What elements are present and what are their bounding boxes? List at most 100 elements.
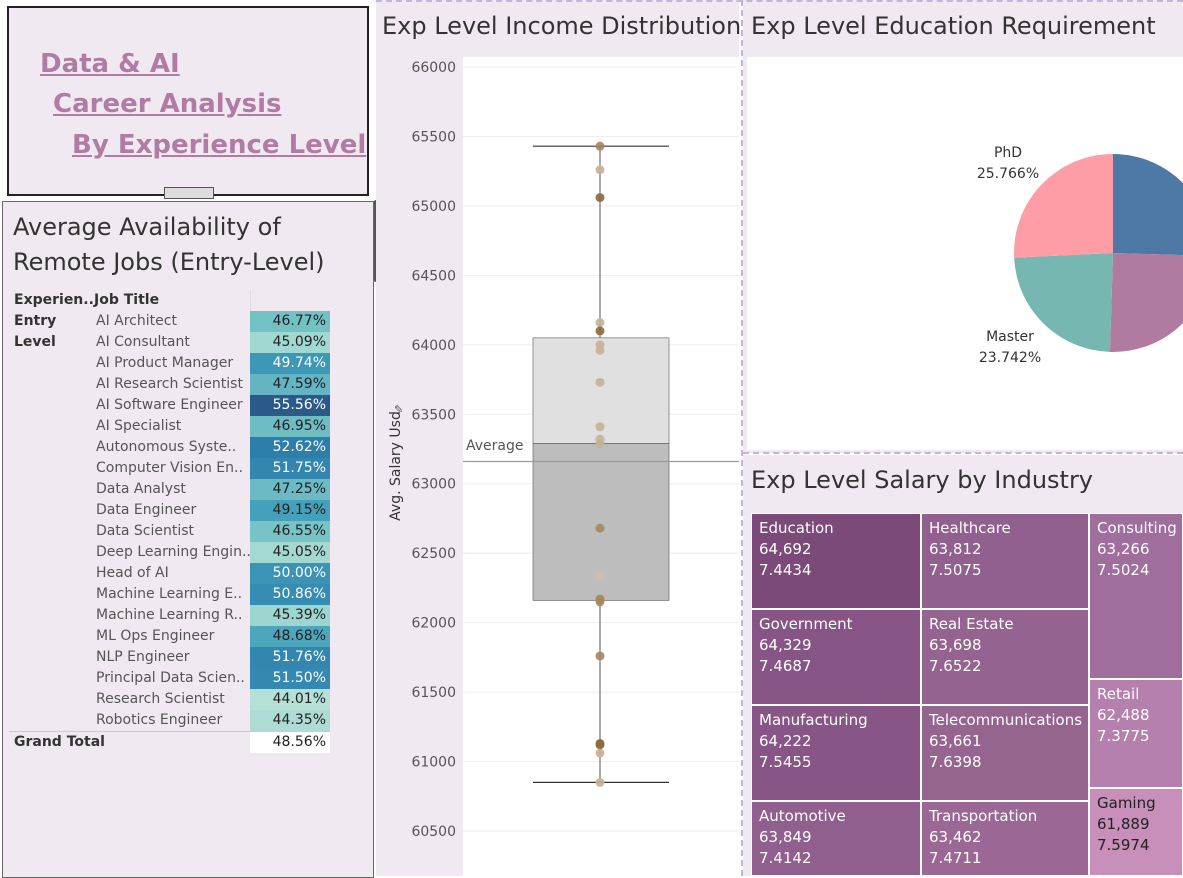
treemap-cell[interactable]: Consulting 63,266 7.5024 <box>1089 513 1183 679</box>
treemap-cell[interactable]: Real Estate 63,698 7.6522 <box>921 609 1089 705</box>
boxplot-chart: 60500 61000 61500 62000 62500 63000 63500 64000… <box>388 60 739 840</box>
pie-slice[interactable] <box>1014 154 1113 258</box>
y-tick-label: 61000 <box>411 755 456 771</box>
y-tick-label: 65500 <box>411 129 456 145</box>
table-row[interactable]: AI Research Scientist 47.59% <box>9 374 330 395</box>
treemap-salary: 61,889 <box>1097 815 1150 833</box>
table-row[interactable]: AI Software Engineer 55.56% <box>9 395 330 416</box>
resize-grip[interactable] <box>164 187 214 199</box>
job-title-cell: Principal Data Scien.. <box>96 670 245 686</box>
treemap-metric: 7.5024 <box>1097 561 1150 579</box>
table-row[interactable]: ML Ops Engineer 48.68% <box>9 626 330 647</box>
table-row[interactable]: Autonomous Syste.. 52.62% <box>9 437 330 458</box>
salary-point[interactable] <box>595 422 605 432</box>
pie-slice[interactable] <box>1109 253 1183 352</box>
pie-percent-phd: 25.766% <box>977 166 1039 182</box>
title-line-3[interactable]: By Experience Level <box>72 130 367 160</box>
header-experience[interactable]: Experien.. <box>14 292 94 308</box>
treemap-cell[interactable]: Transportation 63,462 7.4711 <box>921 801 1089 876</box>
y-tick-label: 63500 <box>411 407 456 423</box>
treemap-cell[interactable]: Healthcare 63,812 7.5075 <box>921 513 1089 609</box>
remote-percent-cell: 55.56% <box>250 395 330 416</box>
treemap-salary: 63,661 <box>929 732 982 750</box>
salary-point[interactable] <box>595 326 605 336</box>
grand-total-row[interactable]: 48.56% <box>9 732 330 753</box>
job-title-cell: AI Architect <box>96 313 177 329</box>
treemap-metric: 7.4687 <box>759 657 812 675</box>
table-row[interactable]: Machine Learning R.. 45.39% <box>9 605 330 626</box>
y-tick-label: 66000 <box>411 60 456 76</box>
treemap-metric: 7.4142 <box>759 849 812 867</box>
pie-slice[interactable] <box>1113 154 1183 256</box>
treemap-cell[interactable]: Government 64,329 7.4687 <box>751 609 921 705</box>
salary-point[interactable] <box>595 193 605 203</box>
treemap-cell[interactable]: Retail 62,488 7.3775 <box>1089 679 1183 788</box>
table-row[interactable]: Computer Vision En.. 51.75% <box>9 458 330 479</box>
grand-total-label: Grand Total <box>14 734 105 750</box>
salary-point[interactable] <box>595 651 605 661</box>
treemap-cell[interactable]: Education 64,692 7.4434 <box>751 513 921 609</box>
pin-icon[interactable]: ✎ <box>394 403 403 416</box>
job-title-cell: ML Ops Engineer <box>96 628 215 644</box>
salary-point[interactable] <box>595 748 605 758</box>
remote-percent-cell: 52.62% <box>250 437 330 458</box>
treemap-name: Consulting <box>1097 519 1177 537</box>
remote-percent-cell: 50.86% <box>250 584 330 605</box>
table-row[interactable]: Deep Learning Engin.. 45.05% <box>9 542 330 563</box>
grand-total-value: 48.56% <box>250 732 330 753</box>
salary-point[interactable] <box>595 165 605 175</box>
title-line-2[interactable]: Career Analysis <box>53 89 282 119</box>
treemap-salary: 62,488 <box>1097 706 1150 724</box>
table-row[interactable]: AI Architect 46.77% <box>9 311 330 332</box>
table-row[interactable]: Data Analyst 47.25% <box>9 479 330 500</box>
remote-percent-cell: 51.75% <box>250 458 330 479</box>
treemap-cell[interactable]: Gaming 61,889 7.5974 <box>1089 788 1183 876</box>
y-tick-label: 60500 <box>411 824 456 840</box>
experience-label-1: Entry <box>14 313 57 329</box>
remote-jobs-title: Average Availability of Remote Jobs (Ent… <box>13 213 325 276</box>
y-tick-label: 62000 <box>411 616 456 632</box>
salary-point[interactable] <box>595 740 605 750</box>
title-line-1[interactable]: Data & AI <box>40 49 180 79</box>
treemap-cell[interactable]: Telecommunications 63,661 7.6398 <box>921 705 1089 801</box>
table-row[interactable]: Principal Data Scien.. 51.50% <box>9 668 330 689</box>
salary-point[interactable] <box>595 438 605 448</box>
remote-percent-cell: 45.09% <box>250 332 330 353</box>
salary-point[interactable] <box>595 570 605 580</box>
salary-point[interactable] <box>595 597 605 607</box>
salary-point[interactable] <box>595 345 605 355</box>
salary-point[interactable] <box>595 777 605 787</box>
table-row[interactable]: Machine Learning E.. 50.86% <box>9 584 330 605</box>
salary-point[interactable] <box>595 318 605 328</box>
pie-label-phd: PhD <box>994 145 1022 161</box>
pie-slice[interactable] <box>1014 253 1113 352</box>
treemap-name: Education <box>759 519 834 537</box>
treemap-cell[interactable]: Automotive 63,849 7.4142 <box>751 801 921 876</box>
table-row[interactable]: AI Product Manager 49.74% <box>9 353 330 374</box>
header-job-title[interactable]: Job Title <box>94 292 160 308</box>
treemap-metric: 7.3775 <box>1097 727 1150 745</box>
salary-point[interactable] <box>595 141 605 151</box>
table-row[interactable]: Data Scientist 46.55% <box>9 521 330 542</box>
table-row[interactable]: AI Consultant 45.09% <box>9 332 330 353</box>
table-row[interactable]: Robotics Engineer 44.35% <box>9 710 330 731</box>
remote-percent-cell: 45.39% <box>250 605 330 626</box>
remote-percent-cell: 44.35% <box>250 710 330 731</box>
table-row[interactable]: NLP Engineer 51.76% <box>9 647 330 668</box>
remote-percent-cell: 51.50% <box>250 668 330 689</box>
treemap-name: Healthcare <box>929 519 1011 537</box>
table-row[interactable]: AI Specialist 46.95% <box>9 416 330 437</box>
pie-chart: PhD 25.766% Master 23.742% <box>977 145 1183 366</box>
job-title-cell: NLP Engineer <box>96 649 190 665</box>
salary-point[interactable] <box>595 377 605 387</box>
remote-jobs-panel: Average Availability of Remote Jobs (Ent… <box>2 201 374 878</box>
table-row[interactable]: Head of AI 50.00% <box>9 563 330 584</box>
table-row[interactable]: Data Engineer 49.15% <box>9 500 330 521</box>
treemap-salary: 63,462 <box>929 828 982 846</box>
table-row[interactable]: Research Scientist 44.01% <box>9 689 330 710</box>
salary-point[interactable] <box>595 523 605 533</box>
divider-top <box>376 0 1183 2</box>
header-divider <box>250 290 251 311</box>
treemap-cell[interactable]: Manufacturing 64,222 7.5455 <box>751 705 921 801</box>
treemap-name: Real Estate <box>929 615 1014 633</box>
